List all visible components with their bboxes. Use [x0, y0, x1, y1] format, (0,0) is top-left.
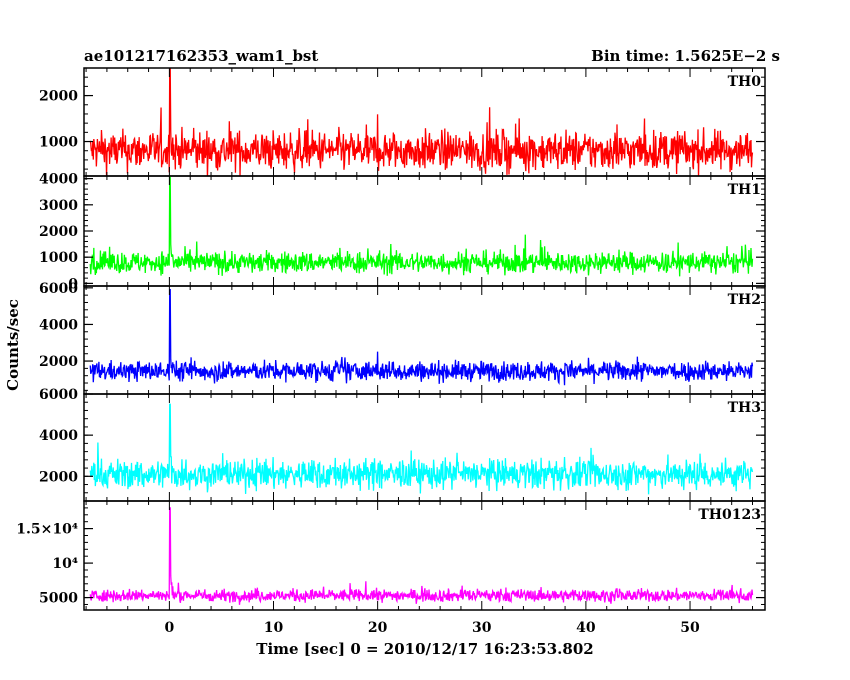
series-th0 — [89, 68, 754, 176]
panel-label-th3: TH3 — [728, 400, 761, 416]
series-th0123 — [89, 507, 754, 605]
y-tick-label: 1.5×10⁴ — [16, 522, 78, 538]
y-tick-label: 4000 — [39, 428, 78, 444]
bin-time-label: Bin time: 1.5625E−2 s — [591, 47, 780, 65]
panel-label-th2: TH2 — [728, 292, 761, 308]
y-tick-label: 6000 — [39, 387, 78, 403]
x-tick-label: 30 — [472, 620, 492, 636]
panel-frame — [83, 500, 766, 611]
panel-th0: 1000 2000 TH0 — [39, 67, 766, 177]
panel-label-th1: TH1 — [728, 182, 761, 198]
y-tick-label: 6000 — [39, 281, 78, 297]
chart-title-left: ae101217162353_wam1_bst — [84, 47, 318, 65]
panels-group: 1000 2000 TH0 0 1000 2000 3000 4000 TH1 2000 4000 6… — [16, 67, 766, 611]
x-tick-label: 0 — [165, 620, 175, 636]
panel-th3: 2000 4000 6000 TH3 — [39, 387, 766, 502]
series-th2 — [89, 289, 754, 386]
y-axis-title: Counts/sec — [4, 299, 22, 391]
y-tick-label: 2000 — [39, 354, 78, 370]
y-tick-label: 2000 — [39, 469, 78, 485]
x-tick-label: 10 — [264, 620, 284, 636]
panel-frame — [83, 285, 766, 395]
y-tick-label: 4000 — [39, 317, 78, 333]
x-tick-label: 40 — [576, 620, 596, 636]
y-tick-label: 10⁴ — [52, 556, 78, 572]
y-tick-label: 3000 — [39, 198, 78, 214]
x-axis-title: Time [sec] 0 = 2010/12/17 16:23:53.802 — [256, 640, 593, 658]
y-tick-label: 4000 — [39, 172, 78, 188]
x-axis: 0 10 20 30 40 50 — [165, 620, 701, 636]
y-tick-label: 1000 — [39, 135, 78, 151]
panel-th2: 2000 4000 6000 TH2 — [39, 281, 766, 395]
series-th1 — [89, 176, 754, 277]
x-tick-label: 20 — [368, 620, 388, 636]
series-th3 — [89, 403, 754, 495]
panel-label-th0: TH0 — [728, 74, 762, 90]
y-tick-label: 5000 — [39, 591, 78, 607]
panel-label-th0123: TH0123 — [698, 507, 761, 523]
y-tick-label: 2000 — [39, 224, 78, 240]
y-tick-label: 1000 — [39, 250, 78, 266]
y-tick-label: 2000 — [39, 89, 78, 105]
panel-th1: 0 1000 2000 3000 4000 TH1 — [39, 172, 766, 292]
x-tick-label: 50 — [680, 620, 700, 636]
panel-th0123: 5000 10⁴ 1.5×10⁴ TH0123 — [16, 500, 766, 611]
y-tick-label: 0 — [68, 276, 78, 292]
